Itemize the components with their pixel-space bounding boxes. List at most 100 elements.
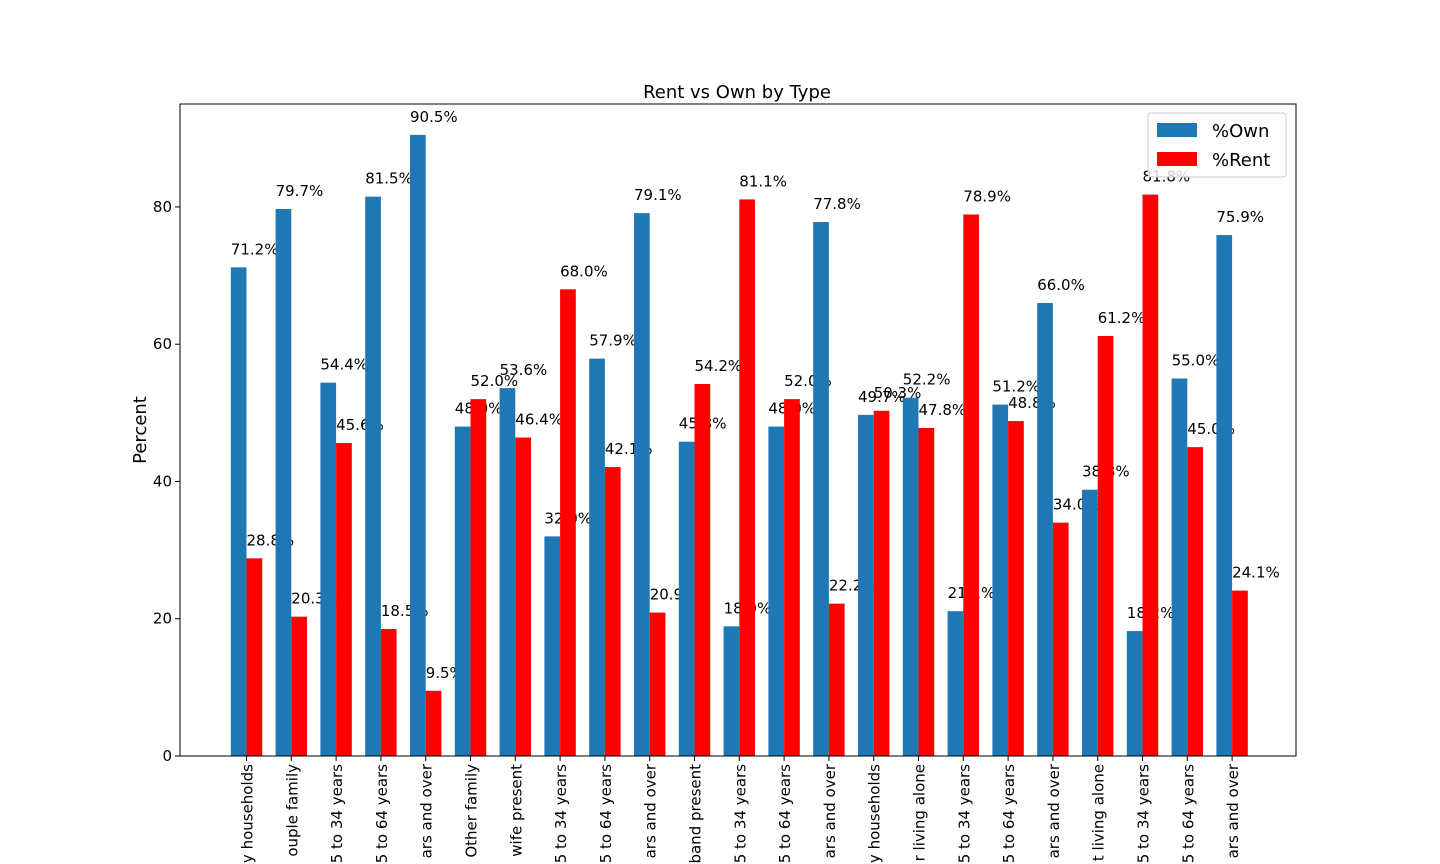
value-label: 51.2% xyxy=(992,378,1040,396)
value-label: 50.3% xyxy=(874,384,922,402)
x-tick-label: 5 to 34 years xyxy=(955,764,973,863)
value-label: 24.1% xyxy=(1232,564,1280,582)
bar xyxy=(947,611,964,756)
bar xyxy=(380,629,397,756)
bar xyxy=(963,214,979,757)
value-label: 75.9% xyxy=(1216,208,1264,226)
x-tick-label: Other family xyxy=(463,764,481,858)
bar xyxy=(739,199,755,756)
x-tick-label: wife present xyxy=(507,764,525,857)
value-label: 46.4% xyxy=(515,411,563,429)
bar xyxy=(1142,194,1159,756)
bar xyxy=(649,612,666,756)
bar xyxy=(1126,631,1143,756)
bar xyxy=(918,427,935,756)
value-label: 61.2% xyxy=(1098,309,1146,327)
value-label: 9.5% xyxy=(426,664,464,682)
value-label: 78.9% xyxy=(963,187,1011,205)
bar xyxy=(694,384,711,756)
bar xyxy=(1082,489,1098,756)
x-tick-label: y households xyxy=(239,764,257,863)
bar xyxy=(813,222,829,756)
bar xyxy=(1052,522,1069,756)
bar xyxy=(1097,335,1114,756)
bar xyxy=(902,397,919,756)
value-label: 52.0% xyxy=(471,372,519,390)
value-label: 79.1% xyxy=(634,186,682,204)
bar xyxy=(1171,378,1188,756)
x-tick-label: ars and over xyxy=(1224,763,1242,858)
value-label: 53.6% xyxy=(500,361,548,379)
bar xyxy=(784,399,800,756)
legend-swatch xyxy=(1157,152,1197,166)
value-label: 57.9% xyxy=(589,332,637,350)
x-tick-label: y households xyxy=(866,764,884,863)
bar xyxy=(634,213,650,756)
bar xyxy=(873,410,890,756)
bar xyxy=(1187,447,1203,756)
value-label: 54.4% xyxy=(320,356,368,374)
x-tick-label: 5 to 64 years xyxy=(597,764,615,863)
bar xyxy=(246,558,263,756)
legend-label: %Own xyxy=(1212,121,1269,142)
bar xyxy=(454,426,471,756)
x-tick-label: ars and over xyxy=(1045,763,1063,858)
chart-title: Rent vs Own by Type xyxy=(643,82,831,103)
value-label: 71.2% xyxy=(231,240,279,258)
y-axis-label: Percent xyxy=(130,396,151,464)
value-label: 81.5% xyxy=(365,170,413,188)
x-tick-label: 5 to 34 years xyxy=(328,764,346,863)
value-label: 79.7% xyxy=(276,182,324,200)
legend-label: %Rent xyxy=(1212,150,1270,171)
bar xyxy=(768,426,785,756)
legend-swatch xyxy=(1157,123,1197,137)
bar xyxy=(336,443,352,756)
bar xyxy=(544,536,561,756)
bar xyxy=(560,289,576,756)
value-label: 81.1% xyxy=(739,172,787,190)
x-tick-label: 5 to 64 years xyxy=(373,764,391,863)
value-label: 90.5% xyxy=(410,108,458,126)
value-label: 54.2% xyxy=(695,357,743,375)
bar xyxy=(425,690,442,756)
x-tick-label: t living alone xyxy=(1090,764,1108,861)
bar xyxy=(678,441,695,756)
bar xyxy=(275,209,292,756)
x-tick-label: r living alone xyxy=(911,764,929,861)
y-tick-label: 80 xyxy=(153,198,172,216)
value-label: 47.8% xyxy=(919,401,967,419)
value-label: 77.8% xyxy=(813,195,861,213)
y-tick-label: 20 xyxy=(153,610,172,628)
value-label: 66.0% xyxy=(1037,276,1085,294)
x-tick-label: 5 to 34 years xyxy=(1135,764,1153,863)
bar xyxy=(858,414,874,756)
y-tick-label: 40 xyxy=(153,472,172,490)
value-label: 55.0% xyxy=(1172,352,1220,370)
x-tick-label: 5 to 64 years xyxy=(1179,764,1197,863)
plot-frame xyxy=(179,103,1297,757)
y-tick-label: 60 xyxy=(153,335,172,353)
value-label: 49.7% xyxy=(858,388,906,406)
x-tick-label: 5 to 64 years xyxy=(1000,764,1018,863)
bar xyxy=(589,358,605,756)
bar xyxy=(828,603,845,756)
bar xyxy=(1037,303,1053,756)
value-label: 52.2% xyxy=(903,371,951,389)
bar xyxy=(1008,421,1024,756)
x-tick-label: ars and over xyxy=(642,763,660,858)
bar xyxy=(410,134,426,756)
x-tick-label: 5 to 34 years xyxy=(731,764,749,863)
bar xyxy=(470,399,487,756)
y-tick-label: 0 xyxy=(162,747,172,765)
bar xyxy=(320,382,337,756)
x-tick-label: 5 to 64 years xyxy=(776,764,794,863)
x-tick-label: 5 to 34 years xyxy=(552,764,570,863)
bar xyxy=(1216,235,1233,757)
bar xyxy=(604,467,621,756)
x-tick-label: ouple family xyxy=(283,764,301,857)
x-tick-label: ars and over xyxy=(418,763,436,858)
x-tick-label: band present xyxy=(687,764,705,864)
bar xyxy=(723,626,740,756)
bar xyxy=(499,388,516,756)
